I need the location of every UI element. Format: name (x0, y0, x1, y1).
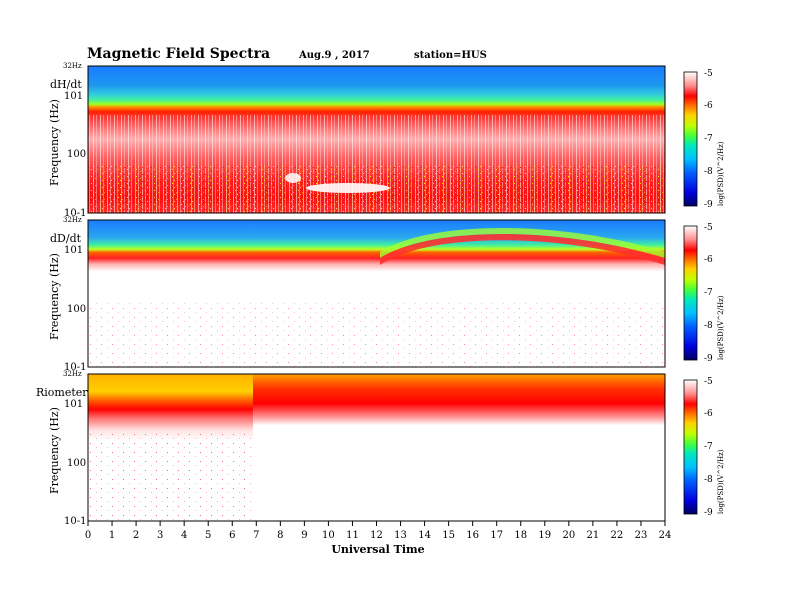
y-axis-label: Frequency (Hz) (48, 99, 61, 186)
colorbar-tick: -7 (704, 134, 713, 144)
top-freq-label: 32Hz (63, 370, 82, 378)
colorbar-gradient (683, 71, 698, 207)
x-tick-label: 23 (635, 530, 648, 541)
x-tick-label: 11 (346, 530, 359, 541)
panel-riometer: 32Hz Riometer Frequency (Hz) 10-1 100 10… (36, 370, 666, 527)
scatter-overlay (88, 430, 253, 521)
figure-title: Magnetic Field Spectra (87, 46, 270, 62)
colorbar-tick: -7 (704, 442, 713, 452)
high-freq-arch (380, 234, 665, 265)
x-tick-label: 4 (181, 530, 187, 541)
colorbar-label: log(PSD)(V^2/Hz) (717, 295, 725, 360)
panel-label: dH/dt (50, 78, 82, 91)
panel-label: dD/dt (50, 232, 82, 245)
y-tick-label: 10-1 (64, 362, 86, 373)
top-freq-label: 32Hz (63, 216, 82, 224)
y-tick-label: 100 (67, 458, 86, 469)
colorbar-gradient (683, 225, 698, 361)
x-tick-label: 10 (322, 530, 335, 541)
scatter-overlay (88, 300, 665, 367)
colorbar-tick: -6 (704, 101, 713, 111)
panel-dd-dt: 32Hz dD/dt Frequency (Hz) 10-1 100 101 (48, 216, 666, 373)
y-tick-label: 10-1 (64, 516, 86, 527)
x-tick-label: 9 (301, 530, 307, 541)
colorbar-tick: -8 (704, 321, 713, 331)
high-freq-arch (380, 228, 665, 258)
riometer-band-late (253, 374, 665, 521)
panel-label: Riometer (36, 386, 88, 399)
colorbar-tick: -5 (704, 69, 713, 79)
colorbar-tick: -5 (704, 377, 713, 387)
date-label: Aug.9 , 2017 (298, 50, 370, 61)
x-axis: 0 1 2 3 4 5 6 7 8 9 10 11 12 13 14 15 16 17 18 19 20 21 22 23 24 (85, 521, 672, 541)
colorbar-tick: -8 (704, 475, 713, 485)
y-axis-label: Frequency (Hz) (48, 253, 61, 340)
y-tick-label: 100 (67, 149, 86, 160)
x-tick-label: 7 (253, 530, 259, 541)
y-tick-label: 10-1 (64, 208, 86, 219)
x-tick-label: 0 (85, 530, 91, 541)
colorbar-tick: -5 (704, 223, 713, 233)
y-tick-label: 101 (64, 245, 83, 256)
panel-frame (87, 65, 666, 214)
x-tick-label: 8 (277, 530, 283, 541)
x-tick-label: 22 (611, 530, 624, 541)
panel-dh-dt: 32Hz dH/dt Frequency (Hz) 10-1 100 101 (48, 62, 666, 219)
x-tick-label: 3 (157, 530, 163, 541)
colorbar-label: log(PSD)(V^2/Hz) (717, 449, 725, 514)
x-tick-label: 18 (514, 530, 527, 541)
colorbar-tick: -9 (704, 200, 713, 210)
x-tick-label: 16 (466, 530, 479, 541)
colorbar-tick: -8 (704, 167, 713, 177)
x-tick-label: 17 (490, 530, 503, 541)
colorbar-tick: -9 (704, 354, 713, 364)
x-tick-label: 21 (587, 530, 600, 541)
colorbar-2: -5 -6 -7 -8 -9 log(PSD)(V^2/Hz) (683, 223, 725, 364)
station-label: station=HUS (414, 50, 487, 61)
y-axis-label: Frequency (Hz) (48, 407, 61, 494)
x-tick-label: 5 (205, 530, 211, 541)
quiet-patch (306, 183, 390, 193)
top-freq-label: 32Hz (63, 62, 82, 70)
colorbar-tick: -7 (704, 288, 713, 298)
y-tick-label: 101 (64, 91, 83, 102)
x-tick-label: 24 (659, 530, 672, 541)
x-tick-label: 6 (229, 530, 235, 541)
colorbar-tick: -6 (704, 255, 713, 265)
colorbar-tick: -6 (704, 409, 713, 419)
colorbar-gradient (683, 379, 698, 515)
x-tick-label: 12 (370, 530, 383, 541)
panel-frame (87, 219, 666, 368)
colorbar-1: -5 -6 -7 -8 -9 log(PSD)(V^2/Hz) (683, 69, 725, 210)
y-tick-label: 100 (67, 304, 86, 315)
quiet-patch (285, 173, 301, 183)
x-tick-label: 13 (394, 530, 407, 541)
colorbar-3: -5 -6 -7 -8 -9 log(PSD)(V^2/Hz) (683, 377, 725, 518)
colorbar-tick: -9 (704, 508, 713, 518)
x-tick-label: 15 (442, 530, 455, 541)
y-tick-label: 101 (64, 399, 83, 410)
x-tick-label: 2 (133, 530, 139, 541)
x-tick-label: 19 (538, 530, 551, 541)
x-axis-label: Universal Time (331, 543, 424, 556)
x-tick-label: 20 (562, 530, 575, 541)
x-tick-label: 14 (418, 530, 431, 541)
x-tick-label: 1 (109, 530, 115, 541)
colorbar-label: log(PSD)(V^2/Hz) (717, 141, 725, 206)
